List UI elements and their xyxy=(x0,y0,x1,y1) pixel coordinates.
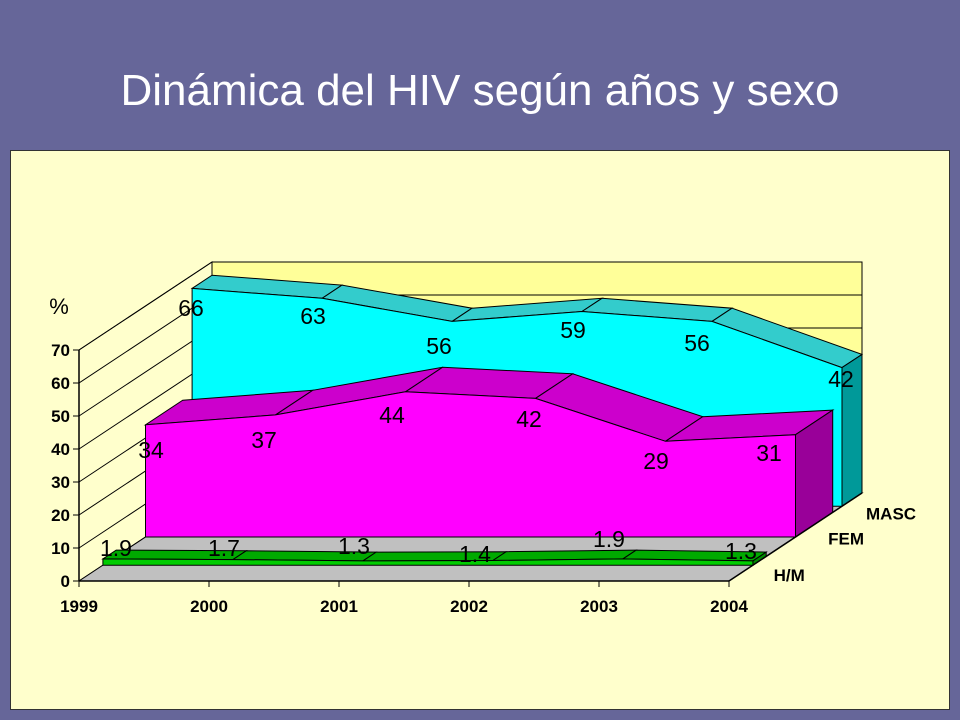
gridline xyxy=(78,261,862,351)
x-tick-label: 2003 xyxy=(580,597,618,616)
data-label-masc: 42 xyxy=(828,366,854,392)
data-label-hm: 1.3 xyxy=(725,538,757,564)
y-tick-label: 0 xyxy=(61,572,70,591)
data-label-masc: 63 xyxy=(300,303,326,329)
data-label-hm: 1.9 xyxy=(100,535,132,561)
depth-axis-label: H/M xyxy=(774,566,805,585)
data-label-masc: 66 xyxy=(178,295,204,321)
y-tick-label: 10 xyxy=(51,539,70,558)
data-label-fem: 37 xyxy=(251,427,277,453)
x-tick-label: 2000 xyxy=(190,597,228,616)
depth-axis-label: MASC xyxy=(866,505,916,524)
y-axis-title: % xyxy=(49,294,69,319)
data-label-fem: 31 xyxy=(756,440,782,466)
x-tick-label: 2001 xyxy=(320,597,358,616)
depth-axis-label: FEM xyxy=(828,530,864,549)
series-fem xyxy=(143,366,835,538)
data-label-masc: 59 xyxy=(560,317,586,343)
y-tick-label: 70 xyxy=(51,341,70,360)
depth-axis-line xyxy=(728,492,863,582)
y-tick-label: 30 xyxy=(51,473,70,492)
data-label-hm: 1.9 xyxy=(593,526,625,552)
data-label-masc: 56 xyxy=(684,330,710,356)
data-label-hm: 1.3 xyxy=(338,533,370,559)
data-label-fem: 44 xyxy=(379,402,405,428)
x-tick-label: 1999 xyxy=(60,597,98,616)
x-tick-label: 2002 xyxy=(450,597,488,616)
chart-panel: 0 10 20 30 40 50 60 70 1999 2000 2001 2002 2003 2004 M… xyxy=(10,150,950,710)
fem-front-face xyxy=(145,391,796,538)
data-label-fem: 42 xyxy=(516,406,542,432)
y-tick-label: 50 xyxy=(51,407,70,426)
series-hm xyxy=(101,549,768,567)
data-label-hm: 1.7 xyxy=(208,535,240,561)
y-tick-label: 40 xyxy=(51,440,70,459)
data-label-hm: 1.4 xyxy=(459,541,491,567)
y-tick-label: 60 xyxy=(51,374,70,393)
hm-front-face xyxy=(102,558,754,566)
hiv-3d-area-chart: 0 10 20 30 40 50 60 70 1999 2000 2001 2002 2003 2004 M… xyxy=(49,261,916,616)
data-label-fem: 29 xyxy=(643,448,669,474)
data-label-fem: 34 xyxy=(138,437,164,463)
slide-title: Dinámica del HIV según años y sexo xyxy=(120,66,840,115)
x-tick-label: 2004 xyxy=(710,597,748,616)
y-tick-label: 20 xyxy=(51,506,70,525)
data-label-masc: 56 xyxy=(426,333,452,359)
